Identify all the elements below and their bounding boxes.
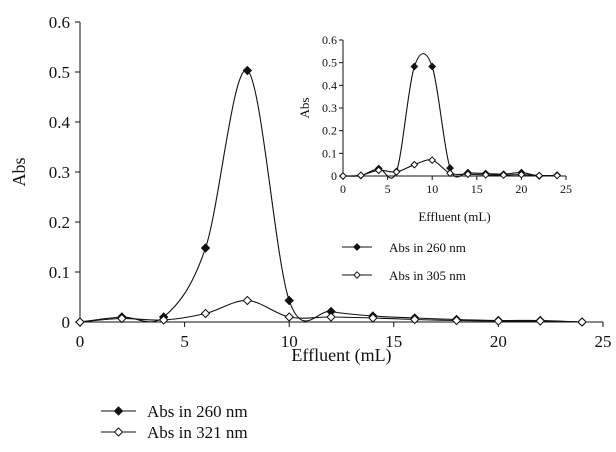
main-series-2-point <box>326 312 336 322</box>
inset-y-tick-label: 0.4 <box>322 78 337 92</box>
inset-y-tick-label: 0 <box>331 169 337 183</box>
inset-series-1-point <box>410 62 419 71</box>
main-legend-label-1: Abs in 260 nm <box>147 402 248 421</box>
inset-x-tick-label: 5 <box>385 182 391 196</box>
main-x-tick-label: 15 <box>385 332 402 351</box>
main-x-axis-title: Effluent (mL) <box>291 345 391 366</box>
inset-series-2-point <box>446 169 454 178</box>
main-series-2-point <box>75 317 85 327</box>
inset-x-tick-label: 15 <box>471 182 483 196</box>
inset-series-line-1 <box>342 53 558 179</box>
main-series-2-point <box>284 312 294 322</box>
inset-series-2-point <box>356 171 365 180</box>
main-y-axis-title: Abs <box>9 157 29 186</box>
inset-x-tick-label: 0 <box>340 182 346 196</box>
main-x-tick-label: 10 <box>281 332 298 351</box>
inset-series-2-point <box>535 171 544 180</box>
inset-x-axis-title: Effluent (mL) <box>418 209 490 224</box>
inset-legend-marker <box>353 243 361 251</box>
main-x-tick-label: 20 <box>490 332 507 351</box>
main-series-1-point <box>242 65 253 76</box>
main-legend-marker <box>113 427 124 437</box>
main-series-2-point <box>368 313 378 323</box>
main-y-tick-label: 0.1 <box>49 263 70 282</box>
main-y-tick-label: 0.2 <box>49 213 70 232</box>
main-series-2-point <box>451 315 462 326</box>
main-series-2-point <box>158 315 169 325</box>
main-series-2-point <box>493 316 504 326</box>
main-series-2-point <box>200 308 211 319</box>
inset-chart: 0 5 10 15 20 25 0 0.1 0.2 0.3 0.4 0.5 0.6 Effluent (m… <box>297 33 572 283</box>
inset-series-2-point <box>392 168 401 176</box>
main-y-tick-label: 0.4 <box>49 113 71 132</box>
main-series-2-point <box>577 317 587 327</box>
inset-y-tick-label: 0.1 <box>322 146 337 160</box>
inset-x-tick-label: 20 <box>515 182 527 196</box>
inset-y-axis-title: Abs <box>297 98 312 119</box>
main-series-1-point <box>200 243 211 253</box>
main-x-tick-label: 25 <box>595 332 612 351</box>
main-x-tick-label: 5 <box>180 332 189 351</box>
inset-series-2-point <box>481 170 490 179</box>
main-chart: 0 5 10 15 20 25 0 0.1 0.2 0.3 0.4 0.5 0.6 Effluent (m… <box>9 13 612 442</box>
inset-series-2-point <box>428 156 437 165</box>
main-legend-label-2: Abs in 321 nm <box>147 423 248 442</box>
inset-series-2-point <box>339 172 347 180</box>
inset-series-2-point <box>517 170 526 179</box>
main-legend-marker <box>113 406 124 416</box>
main-series-line-1 <box>79 69 583 323</box>
inset-series-2-point <box>553 171 561 180</box>
main-series-1-point <box>284 295 294 306</box>
inset-y-tick-label: 0.5 <box>322 56 337 70</box>
inset-x-tick-label: 10 <box>426 182 438 196</box>
inset-series-2-point <box>410 160 419 169</box>
inset-legend-label-1: Abs in 260 nm <box>389 240 466 255</box>
inset-series-2-point <box>374 166 383 175</box>
inset-series-2-point <box>463 170 472 179</box>
main-series-2-point <box>117 313 127 324</box>
inset-legend-label-2: Abs in 305 nm <box>389 268 466 283</box>
main-y-tick-label: 0 <box>62 313 71 332</box>
main-y-tick-label: 0.5 <box>49 63 70 82</box>
inset-y-tick-label: 0.6 <box>322 33 337 47</box>
main-series-2-point <box>535 316 545 326</box>
inset-series-2-point <box>499 171 508 180</box>
main-series-2-point <box>242 295 253 306</box>
inset-x-tick-label: 25 <box>560 182 572 196</box>
inset-y-tick-label: 0.3 <box>322 101 337 115</box>
main-y-tick-label: 0.3 <box>49 163 70 182</box>
main-series-2-point <box>410 314 420 325</box>
main-x-tick-label: 0 <box>76 332 85 351</box>
inset-series-1-point <box>428 62 437 71</box>
inset-legend-marker <box>353 271 361 279</box>
inset-y-tick-label: 0.2 <box>322 124 337 138</box>
main-y-tick-label: 0.6 <box>49 13 70 32</box>
